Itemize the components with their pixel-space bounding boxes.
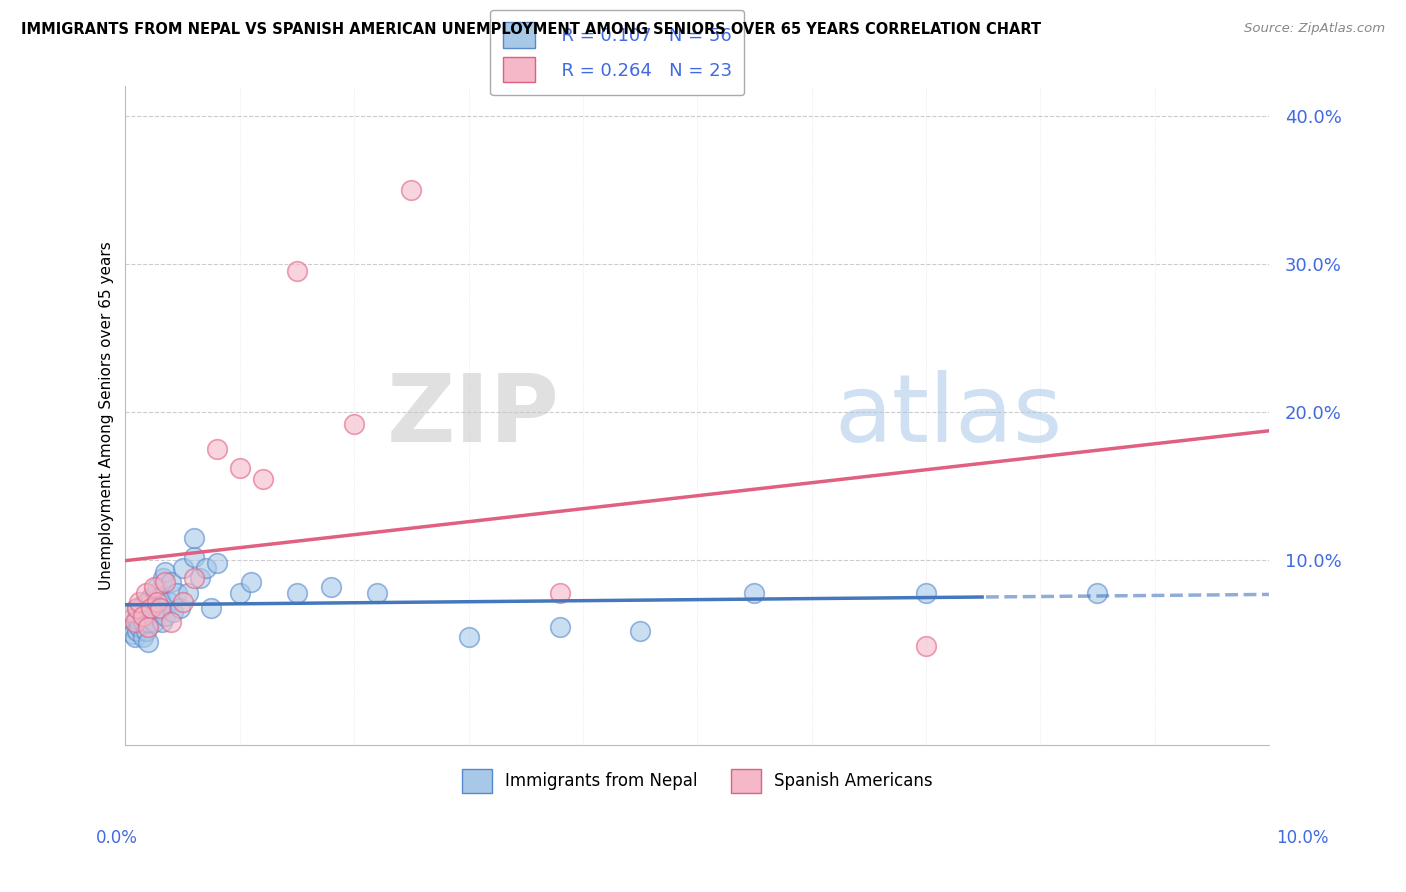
Point — [138, 620, 160, 634]
Point — [120, 605, 142, 619]
Point — [143, 605, 166, 619]
Point — [188, 571, 211, 585]
Point — [155, 609, 177, 624]
Point — [125, 600, 148, 615]
Point — [205, 556, 228, 570]
Point — [172, 595, 194, 609]
Text: Source: ZipAtlas.com: Source: ZipAtlas.com — [1244, 22, 1385, 36]
Point — [183, 571, 205, 585]
Point — [285, 264, 308, 278]
Point — [134, 609, 156, 624]
Point — [131, 615, 153, 630]
Point — [229, 461, 252, 475]
Point — [194, 560, 217, 574]
Point — [139, 600, 162, 615]
Point — [252, 472, 274, 486]
Text: ZIP: ZIP — [387, 370, 560, 462]
Point — [122, 627, 145, 641]
Point — [343, 417, 366, 431]
Point — [146, 600, 169, 615]
Point — [145, 586, 167, 600]
Point — [169, 600, 191, 615]
Point — [125, 600, 148, 615]
Point — [183, 531, 205, 545]
Point — [128, 595, 150, 609]
Point — [548, 620, 571, 634]
Point — [177, 586, 200, 600]
Point — [131, 609, 153, 624]
Point — [129, 605, 152, 619]
Point — [285, 586, 308, 600]
Point — [139, 600, 162, 615]
Point — [143, 580, 166, 594]
Point — [143, 615, 166, 630]
Point — [146, 580, 169, 594]
Point — [138, 605, 160, 619]
Point — [146, 595, 169, 609]
Point — [120, 612, 142, 626]
Point — [138, 595, 160, 609]
Point — [200, 600, 222, 615]
Point — [120, 620, 142, 634]
Point — [321, 580, 343, 594]
Point — [131, 630, 153, 644]
Point — [457, 630, 479, 644]
Point — [135, 624, 157, 639]
Point — [744, 586, 766, 600]
Point — [149, 600, 172, 615]
Point — [139, 591, 162, 605]
Point — [125, 624, 148, 639]
Point — [172, 560, 194, 574]
Point — [915, 586, 938, 600]
Point — [135, 586, 157, 600]
Point — [366, 586, 388, 600]
Point — [160, 575, 183, 590]
Point — [166, 586, 188, 600]
Text: IMMIGRANTS FROM NEPAL VS SPANISH AMERICAN UNEMPLOYMENT AMONG SENIORS OVER 65 YEA: IMMIGRANTS FROM NEPAL VS SPANISH AMERICA… — [21, 22, 1042, 37]
Point — [155, 565, 177, 579]
Point — [124, 615, 146, 630]
Point — [205, 442, 228, 457]
Text: 10.0%: 10.0% — [1277, 829, 1329, 847]
Point — [125, 612, 148, 626]
Y-axis label: Unemployment Among Seniors over 65 years: Unemployment Among Seniors over 65 years — [100, 242, 114, 591]
Point — [128, 620, 150, 634]
Point — [628, 624, 651, 639]
Point — [240, 575, 263, 590]
Point — [135, 595, 157, 609]
Point — [915, 639, 938, 653]
Point — [229, 586, 252, 600]
Point — [150, 615, 173, 630]
Point — [149, 600, 172, 615]
Point — [155, 575, 177, 590]
Point — [1087, 586, 1109, 600]
Legend: Immigrants from Nepal, Spanish Americans: Immigrants from Nepal, Spanish Americans — [451, 759, 943, 803]
Point — [183, 550, 205, 565]
Point — [131, 598, 153, 612]
Text: 0.0%: 0.0% — [96, 829, 138, 847]
Point — [157, 595, 180, 609]
Text: atlas: atlas — [834, 370, 1063, 462]
Point — [149, 591, 172, 605]
Point — [162, 605, 184, 619]
Point — [152, 571, 174, 585]
Point — [124, 630, 146, 644]
Point — [548, 586, 571, 600]
Point — [401, 183, 423, 197]
Point — [138, 615, 160, 630]
Point — [138, 634, 160, 648]
Point — [160, 615, 183, 630]
